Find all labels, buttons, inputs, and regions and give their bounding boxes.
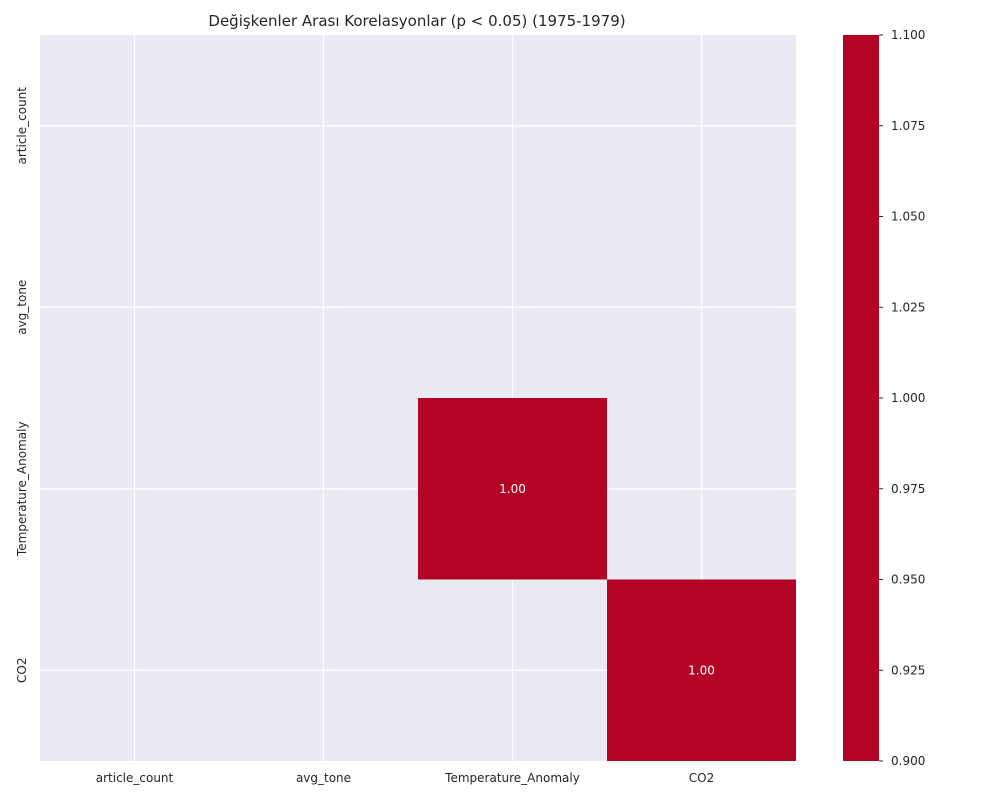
colorbar-tick-label: 0.900 xyxy=(891,754,925,768)
y-tick-label: CO2 xyxy=(15,658,29,683)
cell-value-label: 1.00 xyxy=(499,482,526,496)
y-tick-labels: article_count avg_tone Temperature_Anomaly… xyxy=(15,87,29,683)
y-tick-label: Temperature_Anomaly xyxy=(15,421,29,557)
x-tick-label: Temperature_Anomaly xyxy=(444,771,580,785)
colorbar xyxy=(843,35,879,761)
heatmap-cell xyxy=(607,579,796,761)
x-tick-label: avg_tone xyxy=(296,771,351,785)
y-tick-label: article_count xyxy=(15,87,29,165)
x-tick-labels: article_count avg_tone Temperature_Anomaly… xyxy=(96,771,714,785)
colorbar-tick-label: 1.100 xyxy=(891,28,925,42)
y-tick-label: avg_tone xyxy=(15,280,29,335)
colorbar-tick-label: 1.025 xyxy=(891,300,925,314)
x-tick-label: CO2 xyxy=(689,771,714,785)
x-tick-label: article_count xyxy=(96,771,174,785)
colorbar-tick-label: 0.950 xyxy=(891,573,925,587)
colorbar-tick-label: 0.925 xyxy=(891,663,925,677)
heatmap-cell xyxy=(418,398,607,580)
cell-value-label: 1.00 xyxy=(688,663,715,677)
heatmap-cells: 1.00 1.00 xyxy=(418,398,796,761)
colorbar-tick-label: 1.050 xyxy=(891,210,925,224)
colorbar-tick-label: 1.075 xyxy=(891,119,925,133)
colorbar-ticks: 1.100 1.075 1.050 1.025 1.000 0.975 0.950 0.925… xyxy=(879,28,925,768)
chart-title: Değişkenler Arası Korelasyonlar (p < 0.0… xyxy=(208,12,625,30)
colorbar-tick-label: 0.975 xyxy=(891,482,925,496)
colorbar-tick-label: 1.000 xyxy=(891,391,925,405)
